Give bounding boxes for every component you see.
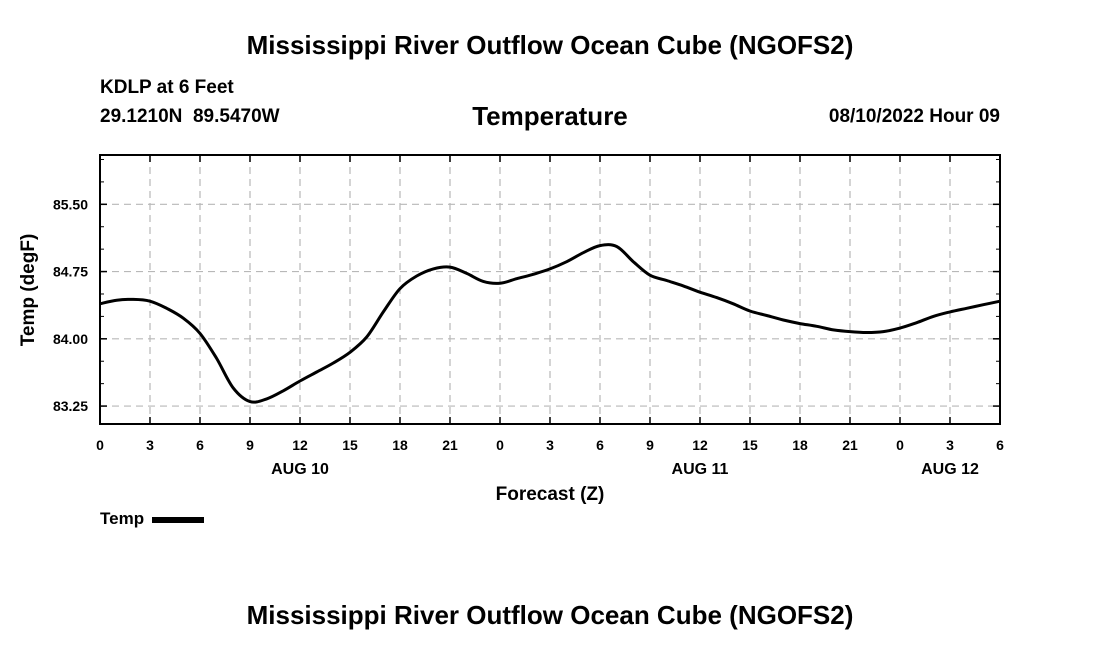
- x-tick-label: 6: [596, 437, 604, 453]
- forecast-datetime: 08/10/2022 Hour 09: [828, 106, 1000, 127]
- x-tick-label: 0: [496, 437, 504, 453]
- y-tick-label: 83.25: [53, 398, 88, 414]
- date-label: AUG 11: [672, 461, 729, 478]
- x-tick-label: 0: [96, 437, 104, 453]
- series-layer: [99, 243, 1001, 404]
- legend: Temp: [100, 509, 205, 529]
- x-tick-label: 18: [392, 437, 408, 453]
- x-tick-label: 3: [146, 437, 154, 453]
- y-axis-title: Temp (degF): [18, 234, 39, 347]
- chart-main-title: Mississippi River Outflow Ocean Cube (NG…: [246, 30, 854, 60]
- x-tick-label: 9: [246, 437, 254, 453]
- x-tick-label: 15: [742, 437, 758, 453]
- x-tick-label: 12: [692, 437, 708, 453]
- x-tick-label: 3: [946, 437, 954, 453]
- date-label: AUG 12: [921, 461, 979, 478]
- y-tick-label: 84.00: [53, 331, 88, 347]
- station-coordinates: 29.1210N 89.5470W: [100, 106, 280, 127]
- x-tick-label: 21: [442, 437, 458, 453]
- variable-title: Temperature: [472, 101, 628, 131]
- x-tick-label: 6: [996, 437, 1004, 453]
- temperature-chart: 0 3 6 9 12 15 18 21 0 3 6 9 12 15 18 21 0 3 6 AUG 10 AUG 11 A…: [18, 154, 1004, 505]
- y-tick-label: 84.75: [53, 264, 88, 280]
- plot-frame: [99, 154, 1001, 425]
- legend-swatch-temp: [152, 516, 205, 523]
- x-tick-label: 0: [896, 437, 904, 453]
- legend-label-temp: Temp: [100, 509, 145, 528]
- y-tick-label: 85.50: [53, 196, 88, 212]
- x-tick-label: 12: [292, 437, 308, 453]
- x-tick-label: 9: [646, 437, 654, 453]
- x-tick-label: 15: [342, 437, 358, 453]
- x-tick-label: 18: [792, 437, 808, 453]
- x-tick-label: 21: [842, 437, 858, 453]
- x-tick-label: 3: [546, 437, 554, 453]
- x-axis-title: Forecast (Z): [496, 484, 605, 505]
- footer-title: Mississippi River Outflow Ocean Cube (NG…: [246, 600, 854, 630]
- ticks-layer: 0 3 6 9 12 15 18 21 0 3 6 9 12 15 18 21 0 3 6 AUG 10 AUG 11 A…: [53, 155, 1004, 478]
- x-tick-label: 6: [196, 437, 204, 453]
- date-label: AUG 10: [271, 461, 329, 478]
- series-line-temp: [99, 243, 1001, 404]
- grid-layer: [100, 155, 1000, 424]
- station-label: KDLP at 6 Feet: [100, 77, 234, 98]
